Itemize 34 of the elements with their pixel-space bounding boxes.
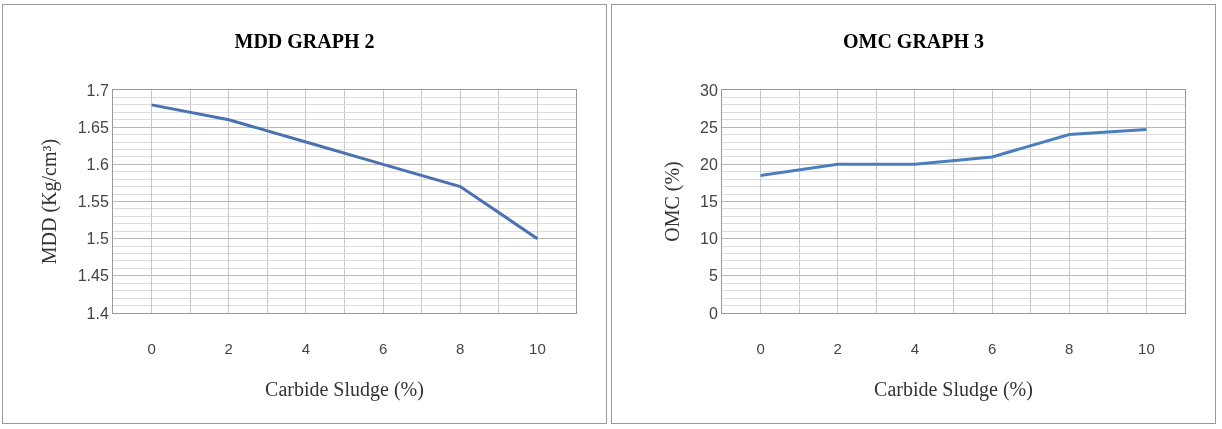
x-tick-label: 4 (910, 340, 920, 357)
line-series (150, 103, 539, 241)
x-tick-label: 4 (301, 340, 311, 357)
x-tick-label: 8 (1065, 340, 1074, 357)
x-tick-label: 8 (456, 340, 465, 357)
y-tick-label: 5 (708, 267, 718, 285)
y-tick-label: 25 (700, 118, 718, 136)
y-tick-label: 20 (700, 155, 718, 173)
line-series (759, 127, 1148, 177)
y-tick-label: 1.6 (86, 155, 109, 173)
x-axis-title: Carbide Sludge (%) (265, 377, 424, 401)
chart-title: MDD GRAPH 2 (234, 30, 375, 53)
y-tick-label: 1.65 (77, 118, 109, 136)
x-tick-label: 0 (147, 340, 156, 357)
y-tick-label: 1.45 (77, 267, 109, 285)
x-tick-label: 2 (833, 340, 842, 357)
y-tick-label: 1.5 (86, 230, 109, 248)
y-tick-label: 10 (700, 230, 718, 248)
x-tick-label: 10 (1138, 340, 1155, 357)
x-tick-label: 6 (378, 340, 388, 357)
x-tick-label: 2 (224, 340, 233, 357)
y-tick-label: 1.55 (77, 193, 109, 211)
y-tick-label: 30 (700, 81, 718, 99)
y-tick-label: 1.4 (86, 304, 109, 322)
y-tick-label: 1.7 (86, 81, 109, 99)
chart-title: OMC GRAPH 3 (842, 30, 985, 53)
x-tick-label: 10 (529, 340, 546, 357)
y-tick-label: 15 (700, 193, 718, 211)
x-axis-title: Carbide Sludge (%) (874, 377, 1033, 401)
y-axis-title: OMC (%) (660, 161, 684, 242)
y-tick-label: 0 (708, 304, 718, 322)
x-tick-label: 6 (987, 340, 997, 357)
x-tick-label: 0 (756, 340, 765, 357)
y-axis-title: MDD (Kg/cm³) (38, 138, 62, 265)
